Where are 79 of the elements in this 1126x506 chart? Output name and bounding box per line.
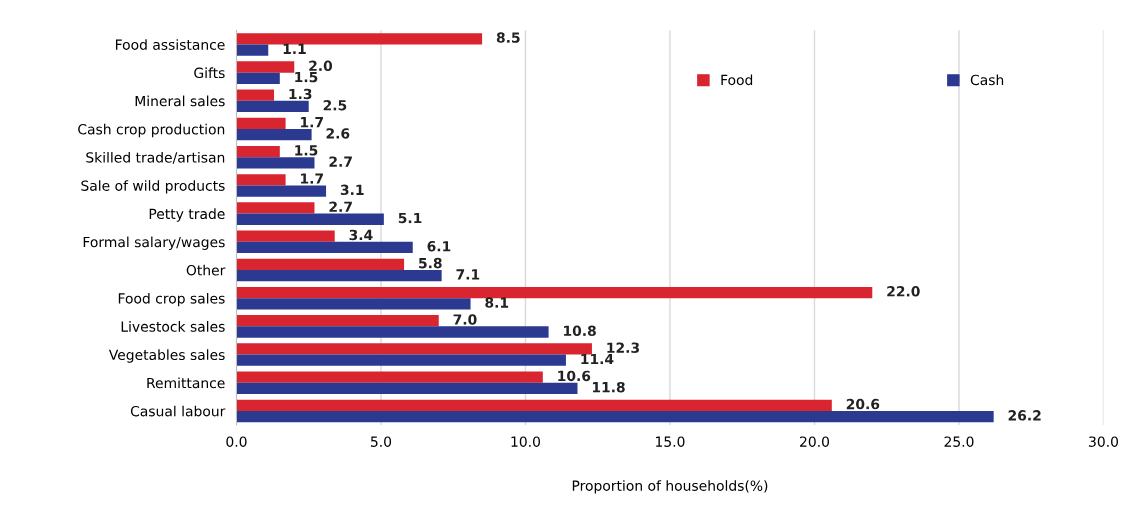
y-tick-label: Cash crop production xyxy=(78,123,225,138)
data-label: 10.6 xyxy=(558,370,591,382)
bar xyxy=(236,213,384,225)
x-tick-label: 30.0 xyxy=(1089,436,1119,447)
y-tick-label: Skilled trade/artisan xyxy=(86,151,225,164)
y-tick-label: Gifts xyxy=(194,67,225,79)
bar xyxy=(236,241,413,254)
x-tick-label: 5.0 xyxy=(370,436,392,447)
data-label: 26.2 xyxy=(1008,410,1041,421)
bar xyxy=(236,371,543,383)
bar xyxy=(236,202,315,214)
data-label: 1.7 xyxy=(301,173,323,184)
y-tick-label: Food assistance xyxy=(115,39,225,50)
y-tick-label: Petty trade xyxy=(149,208,225,222)
y-tick-label: Remittance xyxy=(147,377,225,389)
y-tick-label: Sale of wild products xyxy=(81,180,225,194)
bar xyxy=(236,72,280,84)
bar xyxy=(236,399,832,411)
bar xyxy=(236,100,309,113)
data-label: 2.7 xyxy=(329,201,352,212)
data-label: 3.1 xyxy=(340,184,364,196)
y-tick-label: Casual labour xyxy=(130,405,226,417)
data-label: 12.3 xyxy=(607,342,639,353)
x-tick-label: 10.0 xyxy=(511,436,541,447)
data-label: 2.0 xyxy=(309,60,333,72)
data-label: 7.1 xyxy=(456,269,480,280)
bar xyxy=(236,61,295,73)
y-tick-label: Vegetables sales xyxy=(108,349,225,363)
data-label: 2.7 xyxy=(329,156,352,167)
data-label: 5.8 xyxy=(419,257,442,269)
data-label: 1.7 xyxy=(301,117,323,128)
bar xyxy=(236,410,994,423)
y-tick-label: Food crop sales xyxy=(118,292,225,307)
bar xyxy=(236,258,405,270)
data-label: 11.4 xyxy=(581,353,614,365)
data-label: 22.0 xyxy=(887,286,920,297)
bar xyxy=(236,129,312,141)
x-tick-label: 0.0 xyxy=(226,436,247,447)
bar xyxy=(236,326,549,338)
bar xyxy=(236,157,315,169)
bar xyxy=(236,145,280,158)
data-label: 20.6 xyxy=(846,398,880,410)
data-label: 1.5 xyxy=(295,71,318,83)
bar xyxy=(236,382,578,395)
y-tick-label: Formal salary/wages xyxy=(83,236,225,250)
x-tick-label: 25.0 xyxy=(944,436,974,447)
data-label: 3.4 xyxy=(349,229,373,241)
data-label: 6.1 xyxy=(427,240,451,252)
data-label: 1.1 xyxy=(283,43,306,54)
bar xyxy=(236,33,483,45)
bar xyxy=(236,354,566,366)
y-tick-label: Other xyxy=(186,264,226,276)
legend-label: Cash xyxy=(970,74,1004,86)
bar xyxy=(236,315,439,327)
bar xyxy=(236,89,275,101)
bar xyxy=(236,230,335,242)
data-label: 1.3 xyxy=(289,88,312,100)
bar xyxy=(236,117,286,130)
y-tick-label: Mineral sales xyxy=(135,95,225,107)
bar xyxy=(236,298,471,310)
data-label: 8.5 xyxy=(496,32,520,43)
data-label: 5.1 xyxy=(398,212,422,224)
bar xyxy=(236,185,327,197)
bar xyxy=(236,44,269,56)
legend-label: Food xyxy=(721,74,753,86)
data-label: 11.8 xyxy=(592,381,625,393)
data-label: 2.6 xyxy=(326,128,350,139)
x-tick-label: 15.0 xyxy=(656,436,685,447)
y-tick-label: Livestock sales xyxy=(121,321,225,332)
x-axis-title: Proportion of households(%) xyxy=(572,480,768,494)
data-label: 8.1 xyxy=(485,297,509,308)
bar xyxy=(236,174,286,186)
bar xyxy=(236,269,442,282)
data-label: 1.5 xyxy=(295,145,318,156)
data-label: 2.5 xyxy=(323,100,347,111)
x-tick-label: 20.0 xyxy=(800,436,830,447)
bar xyxy=(236,286,873,299)
data-label: 10.8 xyxy=(564,325,596,337)
data-label: 7.0 xyxy=(453,314,477,325)
